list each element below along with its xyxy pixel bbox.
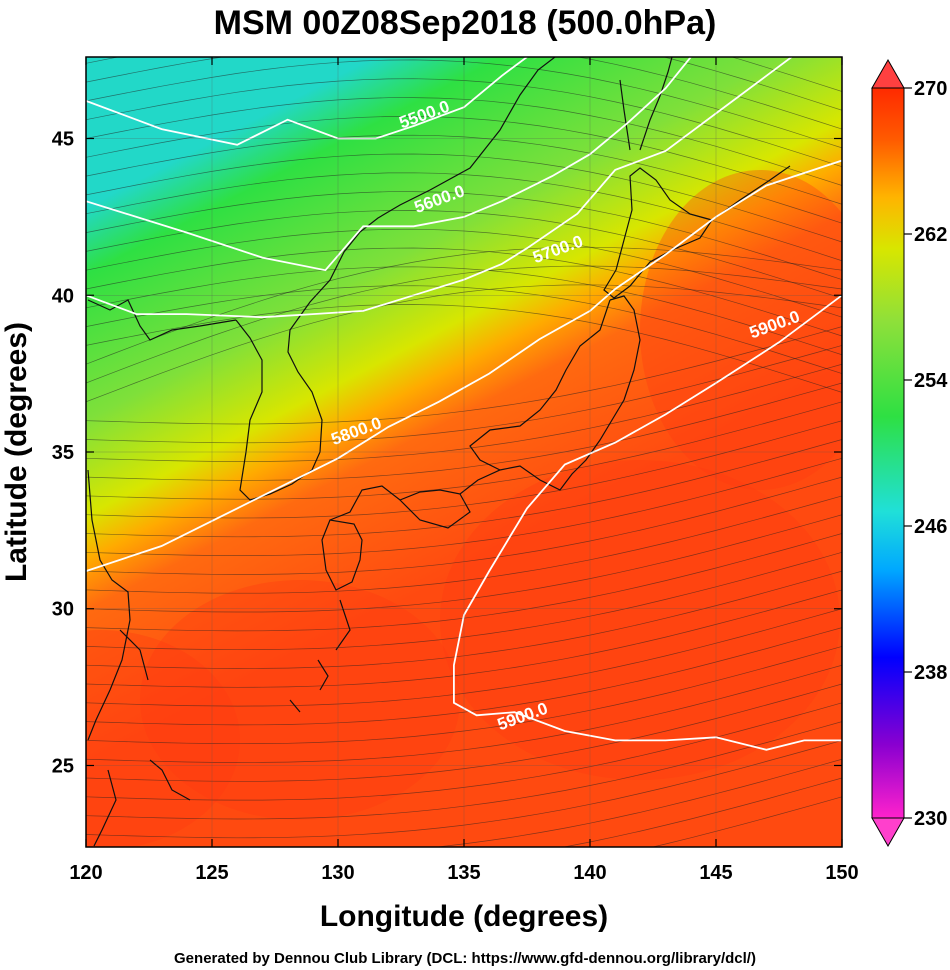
chart-title: MSM 00Z08Sep2018 (500.0hPa) — [214, 4, 717, 42]
warm-region — [440, 460, 840, 780]
colorbar-top-arrow — [871, 58, 905, 89]
y-tick-label: 30 — [52, 599, 74, 621]
coastline — [87, 57, 791, 847]
contour-line — [86, 57, 793, 319]
colorbar: 230 238 246 254 262 270 — [871, 58, 948, 848]
colorbar-tick-label: 262 — [914, 224, 947, 246]
x-tick-label: 120 — [69, 862, 102, 884]
x-tick-label: 135 — [447, 862, 480, 884]
y-tick-label: 45 — [52, 129, 74, 151]
y-tick-label: 25 — [52, 755, 74, 777]
y-tick-label: 40 — [52, 285, 74, 307]
colorbar-tick-label: 254 — [914, 370, 948, 392]
colorbar-tick-label: 238 — [914, 662, 947, 684]
x-tick-label: 150 — [825, 862, 858, 884]
colorbar-tick-label: 270 — [914, 78, 947, 100]
colorbar-tick-label: 246 — [914, 516, 947, 538]
y-axis: 25 30 35 40 45 — [52, 129, 842, 777]
contour-line — [86, 159, 842, 572]
y-tick-label: 35 — [52, 442, 74, 464]
x-axis: 120 125 130 135 140 145 150 — [69, 57, 859, 884]
warm-region — [140, 580, 460, 820]
colorbar-tick-label: 230 — [914, 808, 947, 830]
x-axis-label: Longitude (degrees) — [320, 900, 608, 933]
x-tick-label: 125 — [195, 862, 228, 884]
warm-region — [640, 170, 842, 490]
x-tick-label: 145 — [699, 862, 732, 884]
colorbar-ticks: 230 238 246 254 262 270 — [904, 78, 948, 830]
contour-line — [453, 294, 842, 751]
x-tick-label: 130 — [321, 862, 354, 884]
warm-region — [86, 630, 240, 847]
x-tick-label: 140 — [573, 862, 606, 884]
y-axis-label: Latitude (degrees) — [0, 322, 33, 582]
colorbar-bottom-arrow — [871, 817, 905, 848]
grid-lines — [86, 57, 842, 847]
footer-credit: Generated by Dennou Club Library (DCL: h… — [174, 950, 756, 967]
colorbar-gradient — [871, 87, 905, 819]
